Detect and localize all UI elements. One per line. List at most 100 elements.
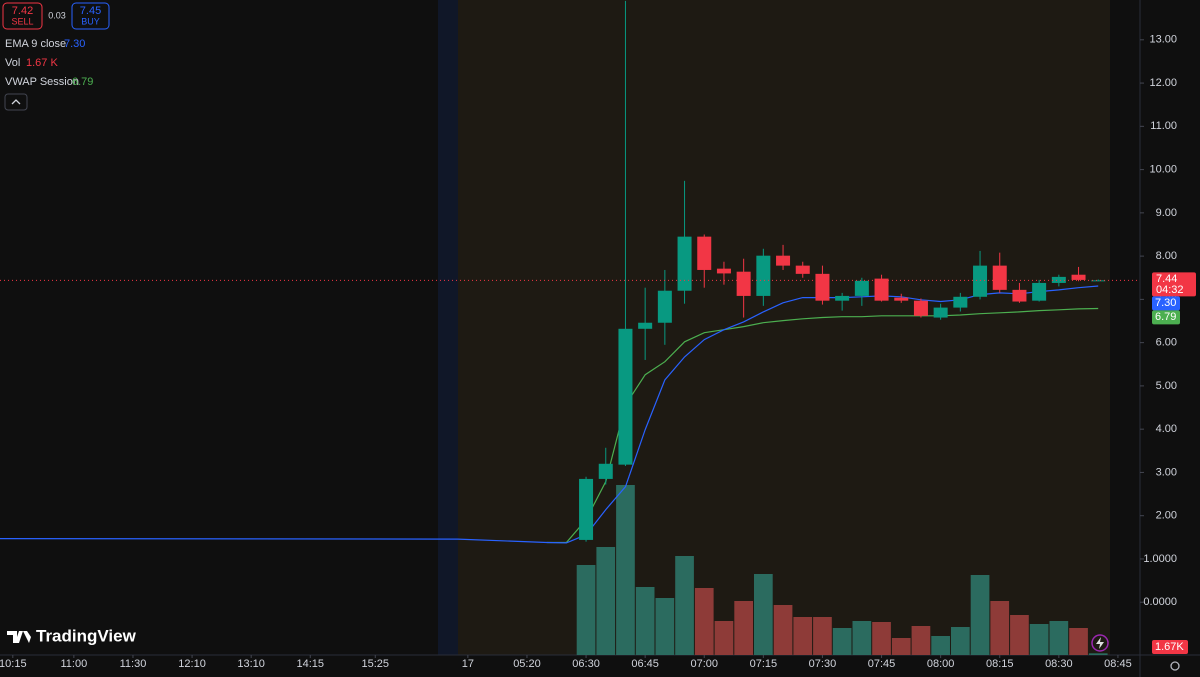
y-tick-label: 12.00: [1149, 77, 1177, 89]
y-tick-label: 6.00: [1156, 337, 1177, 349]
x-tick-label: 15:25: [362, 658, 390, 670]
vwap-price-label: 6.79: [1155, 311, 1176, 323]
volume-bar: [1049, 621, 1069, 655]
settings-icon[interactable]: [1170, 661, 1180, 671]
x-tick-label: 11:30: [120, 658, 147, 670]
x-tick-label: 10:15: [0, 658, 27, 670]
ema-line: [0, 285, 1099, 544]
volume-bar: [990, 601, 1010, 655]
volume-bar: [1029, 624, 1049, 655]
y-tick-label: 5.00: [1156, 380, 1177, 392]
volume-bar: [1088, 653, 1108, 655]
alert-icon[interactable]: [1091, 634, 1109, 652]
candle-body: [815, 273, 830, 301]
volume-bar: [931, 636, 950, 655]
x-tick-label: 13:10: [237, 658, 265, 670]
spread: 0.03: [48, 10, 66, 20]
y-tick-label: 8.00: [1156, 250, 1177, 262]
volume-label: 1.67K: [1155, 641, 1184, 653]
sell-price: 7.42: [12, 5, 33, 17]
candle-body: [953, 296, 968, 308]
sell-label: SELL: [11, 16, 33, 26]
candle-body: [933, 307, 948, 318]
plot-area: [0, 0, 1140, 655]
x-tick-label: 08:00: [927, 658, 955, 670]
volume-bar: [773, 605, 793, 655]
volume-bar: [694, 588, 714, 655]
volume-bar: [675, 556, 694, 655]
collapse-icon: [11, 99, 21, 105]
collapse-button[interactable]: [4, 93, 28, 111]
candle-body: [618, 328, 633, 465]
vol-legend-value: 1.67 K: [26, 57, 58, 69]
volume-bar: [852, 621, 872, 655]
volume-bar: [734, 601, 753, 655]
vwap-legend-name[interactable]: VWAP Session: [5, 76, 79, 88]
volume-bar: [655, 598, 675, 655]
candle-body: [1012, 289, 1027, 302]
ema-price-box: [1152, 296, 1180, 311]
candle-body: [716, 268, 731, 274]
session-break-band: [438, 0, 458, 655]
volume-bar: [950, 627, 970, 655]
x-tick-label: 07:30: [809, 658, 837, 670]
x-tick-label: 05:20: [513, 658, 541, 670]
x-tick-label: 07:15: [750, 658, 778, 670]
vwap-line: [546, 307, 1099, 544]
y-tick-label: 1.0000: [1143, 553, 1177, 565]
buy-label: BUY: [81, 16, 100, 26]
candle-body: [1032, 282, 1047, 301]
x-tick-label: 06:30: [572, 658, 600, 670]
y-tick-label: 0.0000: [1143, 596, 1177, 608]
candle-body: [598, 463, 613, 479]
x-tick-label: 12:10: [178, 658, 206, 670]
x-tick-label: 17: [462, 658, 474, 670]
candle-body: [657, 290, 672, 323]
y-tick-label: 4.00: [1156, 423, 1177, 435]
candle-body: [1071, 274, 1086, 280]
ema-legend-value: 7.30: [64, 38, 85, 50]
candle-body: [697, 236, 712, 270]
ema-legend-name[interactable]: EMA 9 close: [5, 38, 66, 50]
x-tick-label: 08:15: [986, 658, 1014, 670]
y-tick-label: 9.00: [1156, 207, 1177, 219]
volume-bar: [635, 587, 655, 655]
volume-bar: [891, 638, 911, 655]
logo-icon: [7, 631, 31, 643]
volume-bar: [714, 621, 734, 655]
last-price-label: 7.44: [1156, 273, 1177, 285]
candle-body: [579, 478, 594, 540]
vol-legend-name[interactable]: Vol: [5, 57, 20, 69]
volume-bar: [753, 574, 773, 655]
volume-bar: [1010, 615, 1029, 655]
buy-button[interactable]: [71, 2, 110, 30]
countdown-label: 04:32: [1156, 284, 1184, 296]
last-price-box: [1152, 272, 1196, 297]
volume-bar: [576, 565, 596, 655]
volume-bar: [970, 575, 990, 655]
brand-name: TradingView: [36, 626, 137, 645]
candle-body: [874, 278, 889, 301]
y-tick-label: 11.00: [1150, 120, 1177, 132]
candle-body: [795, 265, 810, 274]
session-shading: [458, 0, 1110, 655]
candle-body: [913, 300, 928, 316]
candle-body: [638, 322, 653, 329]
sell-button[interactable]: [2, 2, 43, 30]
candle-body: [736, 271, 751, 296]
vwap-price-box: [1152, 310, 1180, 325]
ema-price-label: 7.30: [1155, 297, 1176, 309]
volume-bar: [793, 617, 813, 655]
volume-bar: [616, 485, 635, 655]
x-tick-label: 07:00: [690, 658, 718, 670]
alert-bolt: [1096, 637, 1104, 649]
candle-body: [677, 236, 692, 291]
candle-body: [756, 255, 771, 296]
candle-body: [776, 255, 791, 266]
x-tick-label: 08:45: [1104, 658, 1132, 670]
volume-bar: [911, 626, 931, 655]
volume-bar: [813, 617, 832, 655]
candle-body: [992, 265, 1007, 290]
